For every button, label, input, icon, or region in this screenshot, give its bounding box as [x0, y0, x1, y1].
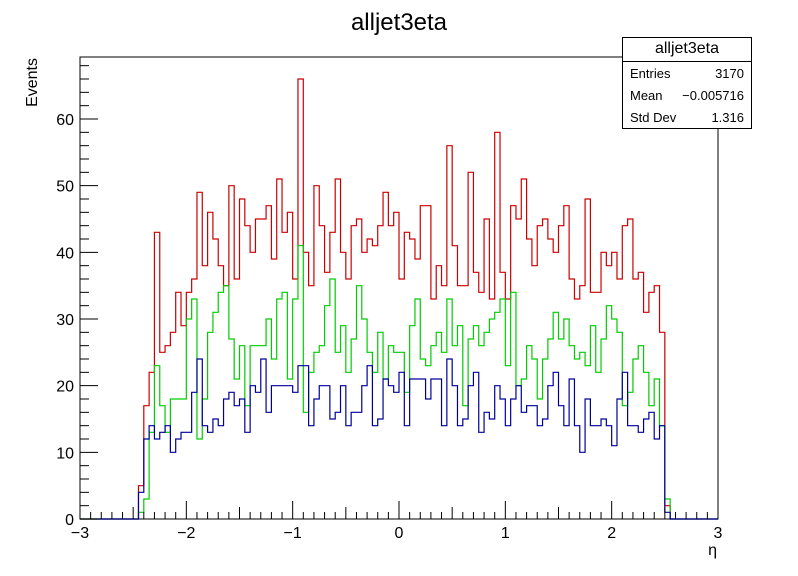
x-tick-label: −3	[71, 525, 89, 542]
stats-value: −0.005716	[682, 88, 744, 103]
x-tick-label: −2	[177, 525, 195, 542]
series-layer	[80, 78, 718, 520]
y-tick-label: 0	[65, 512, 74, 529]
x-tick-label: −1	[284, 525, 302, 542]
y-tick-label: 30	[56, 312, 74, 329]
y-tick-label: 50	[56, 179, 74, 196]
histogram-series-0	[80, 78, 718, 520]
x-tick-label: 3	[714, 525, 723, 542]
y-axis-label: Events	[24, 58, 41, 107]
y-tick-label: 10	[56, 445, 74, 462]
stats-row-mean: Mean −0.005716	[623, 84, 751, 106]
y-tick-label: 40	[56, 245, 74, 262]
y-tick-label: 20	[56, 379, 74, 396]
stats-row-entries: Entries 3170	[623, 62, 751, 84]
histogram-series-2	[80, 358, 718, 520]
stats-row-stddev: Std Dev 1.316	[623, 106, 751, 128]
stats-label: Mean	[630, 88, 663, 103]
x-axis-label: η	[708, 542, 717, 559]
x-tick-label: 0	[395, 525, 404, 542]
stats-box-title: alljet3eta	[623, 38, 751, 62]
stats-box: alljet3eta Entries 3170 Mean −0.005716 S…	[622, 37, 752, 129]
chart-title: alljet3eta	[351, 9, 448, 36]
stats-value: 1.316	[711, 110, 744, 125]
histogram-series-1	[80, 245, 718, 520]
x-tick-label: 1	[501, 525, 510, 542]
stats-label: Entries	[630, 66, 671, 81]
stats-label: Std Dev	[630, 110, 677, 125]
x-tick-label: 2	[607, 525, 616, 542]
stats-value: 3170	[715, 66, 744, 81]
y-tick-label: 60	[56, 112, 74, 129]
